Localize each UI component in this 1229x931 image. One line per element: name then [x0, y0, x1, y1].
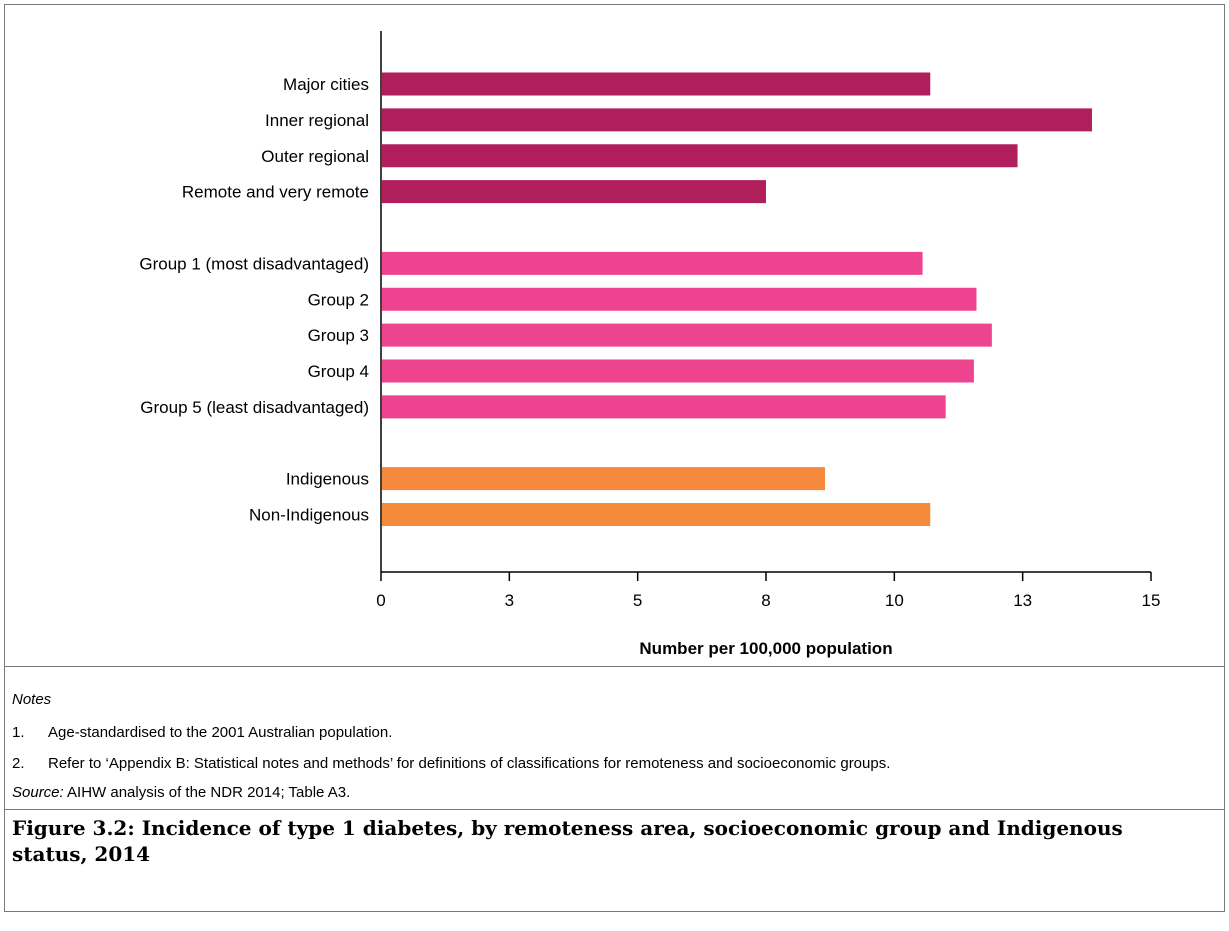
- note-text: Age-standardised to the 2001 Australian …: [48, 724, 393, 741]
- bar: [382, 359, 974, 383]
- category-label: Group 5 (least disadvantaged): [140, 398, 369, 417]
- category-label: Group 3: [308, 326, 369, 345]
- source-label: Source:: [12, 784, 64, 801]
- category-label: Group 2: [308, 290, 369, 309]
- notes-heading: Notes: [12, 691, 52, 708]
- x-tick-label: 8: [761, 591, 770, 610]
- bar: [382, 144, 1018, 168]
- bar: [382, 251, 923, 275]
- note-number: 2.: [12, 755, 25, 772]
- bar: [382, 503, 931, 526]
- note-text: Refer to ‘Appendix B: Statistical notes …: [48, 755, 891, 772]
- category-label: Non-Indigenous: [249, 506, 369, 525]
- x-tick-label: 10: [885, 591, 904, 610]
- bar: [382, 395, 946, 419]
- category-label: Major cities: [283, 75, 369, 94]
- source-text: AIHW analysis of the NDR 2014; Table A3.: [63, 784, 351, 801]
- x-tick-label: 15: [1142, 591, 1161, 610]
- x-tick-label: 13: [1013, 591, 1032, 610]
- bar: [382, 72, 931, 96]
- chart-frame: Major cities Inner regional Outer regional…: [4, 4, 1225, 667]
- x-tick-label: 3: [505, 591, 514, 610]
- bar: [382, 287, 977, 311]
- notes-panel: Notes 1. Age-standardised to the 2001 Aus…: [4, 666, 1225, 912]
- bar: [382, 108, 1092, 132]
- divider: [5, 809, 1224, 810]
- source-line: Source: AIHW analysis of the NDR 2014; T…: [12, 784, 350, 801]
- bar: [382, 467, 826, 491]
- note-1: 1. Age-standardised to the 2001 Australia…: [12, 724, 392, 741]
- category-label: Inner regional: [265, 111, 369, 130]
- category-label: Indigenous: [286, 470, 369, 489]
- x-tick-label: 0: [376, 591, 385, 610]
- bar-chart: Major cities Inner regional Outer regional…: [139, 31, 1161, 658]
- bar: [382, 180, 766, 204]
- bar: [382, 323, 992, 347]
- category-label: Group 4: [308, 362, 369, 381]
- figure-caption: Figure 3.2: Incidence of type 1 diabetes…: [12, 816, 1123, 866]
- category-label: Outer regional: [261, 147, 369, 166]
- note-number: 1.: [12, 724, 25, 741]
- x-tick-label: 5: [633, 591, 642, 610]
- category-label: Remote and very remote: [182, 183, 369, 202]
- note-2: 2. Refer to ‘Appendix B: Statistical note…: [12, 755, 890, 772]
- x-axis-label: Number per 100,000 population: [639, 639, 892, 658]
- category-label: Group 1 (most disadvantaged): [139, 254, 369, 273]
